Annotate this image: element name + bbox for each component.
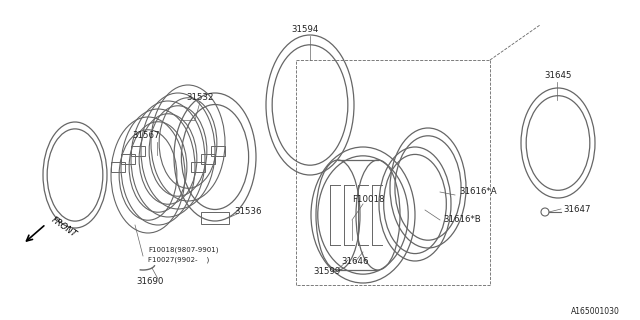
Text: 31647: 31647: [563, 204, 591, 213]
Text: 31536: 31536: [234, 207, 262, 217]
Bar: [111, 162, 125, 172]
Bar: [191, 162, 205, 172]
Text: 31567: 31567: [132, 132, 160, 140]
Text: F10018: F10018: [352, 196, 384, 204]
Text: 31616*B: 31616*B: [443, 215, 481, 225]
Text: FRONT: FRONT: [50, 215, 79, 239]
Text: 31532: 31532: [186, 93, 214, 102]
Text: 31646: 31646: [341, 258, 369, 267]
Text: F10027(9902-    ): F10027(9902- ): [148, 257, 209, 263]
Bar: [201, 212, 229, 224]
Text: 31616*A: 31616*A: [459, 188, 497, 196]
Text: 31645: 31645: [544, 70, 572, 79]
Bar: [131, 146, 145, 156]
Text: 31599: 31599: [314, 268, 340, 276]
Bar: [211, 146, 225, 156]
Bar: [121, 154, 135, 164]
Bar: [201, 154, 215, 164]
Text: A165001030: A165001030: [571, 308, 620, 316]
Text: 31690: 31690: [136, 277, 164, 286]
Text: F10018(9807-9901): F10018(9807-9901): [148, 247, 218, 253]
Text: 31594: 31594: [291, 25, 319, 34]
